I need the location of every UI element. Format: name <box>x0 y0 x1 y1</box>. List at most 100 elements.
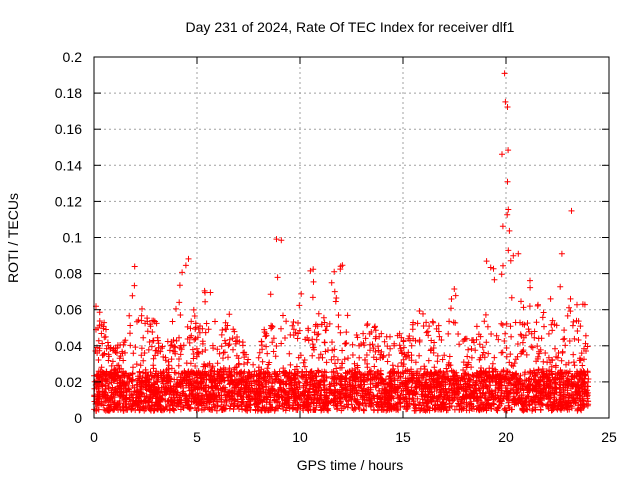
data-point <box>279 403 285 410</box>
data-point <box>237 393 244 400</box>
data-point <box>290 319 297 325</box>
data-point <box>400 344 407 351</box>
data-point <box>464 401 471 408</box>
data-point <box>178 346 185 353</box>
data-point <box>182 262 189 269</box>
data-point <box>127 330 133 337</box>
data-point <box>270 335 277 342</box>
data-point <box>262 377 269 384</box>
data-point <box>193 353 200 360</box>
data-point <box>230 326 237 333</box>
data-point <box>231 397 238 404</box>
data-point <box>524 393 531 400</box>
data-point <box>327 383 334 390</box>
data-point <box>179 269 186 276</box>
data-point <box>103 397 110 404</box>
y-tick-label: 0.12 <box>55 193 82 209</box>
data-point <box>292 371 299 378</box>
data-point <box>216 392 223 398</box>
data-point <box>114 342 121 349</box>
data-point <box>491 354 498 361</box>
data-point <box>481 377 488 383</box>
data-point <box>579 401 586 408</box>
data-point <box>408 342 415 349</box>
data-point <box>511 390 517 397</box>
data-point <box>154 379 161 386</box>
data-point <box>165 366 172 372</box>
data-point <box>335 375 341 382</box>
data-point <box>436 393 443 400</box>
data-point <box>143 398 150 405</box>
data-point <box>446 353 453 360</box>
x-tick-label: 20 <box>498 429 514 445</box>
data-point <box>136 407 143 414</box>
data-point <box>480 349 487 356</box>
data-point <box>537 407 544 413</box>
data-point <box>375 343 381 350</box>
data-point <box>530 393 537 400</box>
data-point <box>491 276 498 283</box>
data-point <box>172 350 179 357</box>
data-point <box>202 298 209 305</box>
data-point <box>567 295 574 302</box>
data-point <box>283 404 290 411</box>
data-point <box>325 405 332 412</box>
data-point <box>464 361 471 368</box>
data-point <box>205 326 212 333</box>
data-point <box>298 290 305 297</box>
data-point <box>165 375 172 382</box>
data-point <box>356 342 363 349</box>
y-tick-label: 0.02 <box>55 374 82 390</box>
data-point <box>448 385 455 392</box>
data-point <box>114 362 121 369</box>
data-point <box>150 384 157 391</box>
data-point <box>505 247 512 254</box>
data-point <box>561 335 568 342</box>
data-point <box>150 317 157 324</box>
data-point <box>508 333 515 340</box>
data-point <box>202 382 209 389</box>
data-point <box>400 337 407 344</box>
data-point <box>157 403 164 410</box>
data-point <box>507 380 514 387</box>
data-point <box>540 358 547 365</box>
data-point <box>577 323 584 330</box>
data-point <box>502 98 509 105</box>
data-point <box>309 336 316 343</box>
data-point <box>233 377 240 384</box>
data-point <box>375 403 381 410</box>
data-point <box>131 282 138 289</box>
data-point <box>499 375 506 382</box>
data-point <box>258 407 264 414</box>
data-point <box>309 352 316 359</box>
data-point <box>537 397 544 404</box>
data-point <box>121 373 128 380</box>
data-point <box>547 295 554 302</box>
data-point <box>167 388 174 395</box>
data-point <box>521 321 528 328</box>
data-point <box>445 376 452 383</box>
data-point <box>474 370 481 377</box>
data-point <box>294 402 301 409</box>
data-point <box>99 340 106 347</box>
data-point <box>577 405 584 412</box>
data-point <box>342 369 349 376</box>
data-point <box>133 361 140 368</box>
data-point <box>309 376 316 383</box>
data-point <box>354 334 361 341</box>
data-point <box>266 391 273 397</box>
data-point <box>182 370 189 376</box>
data-point <box>141 350 148 356</box>
data-point <box>127 322 134 329</box>
data-point <box>456 406 463 413</box>
data-point <box>378 377 385 383</box>
data-point <box>289 322 296 329</box>
data-point <box>244 359 251 366</box>
data-point <box>504 178 511 185</box>
data-point <box>367 371 374 378</box>
data-point <box>315 310 322 317</box>
data-point <box>505 375 512 382</box>
data-point <box>155 344 162 351</box>
data-point <box>406 396 413 403</box>
data-point <box>500 262 506 269</box>
